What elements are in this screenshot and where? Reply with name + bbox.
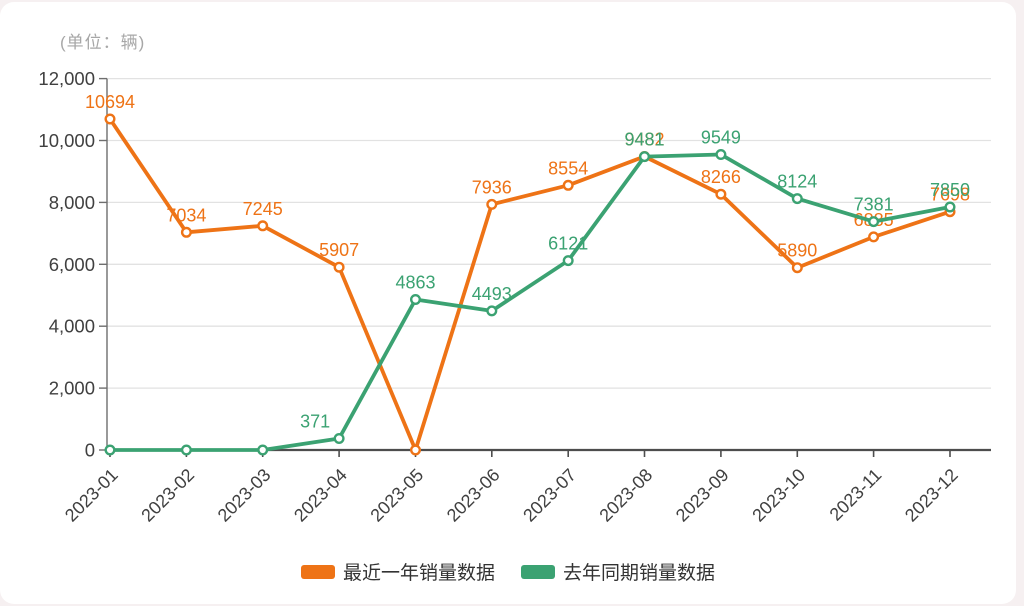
data-point-current-year[interactable] bbox=[333, 261, 345, 273]
x-tick-label: 2023-04 bbox=[290, 465, 351, 526]
data-point-current-year[interactable] bbox=[104, 113, 116, 125]
x-tick-label: 2023-01 bbox=[61, 465, 122, 526]
point-label-current-year: 7245 bbox=[243, 199, 283, 219]
data-point-last-year-same-period[interactable] bbox=[333, 433, 345, 445]
point-label-current-year: 8266 bbox=[701, 167, 741, 187]
y-tick-label: 8,000 bbox=[49, 192, 95, 213]
x-tick-label: 2023-05 bbox=[366, 465, 427, 526]
data-point-current-year[interactable] bbox=[868, 231, 880, 243]
x-tick-label: 2023-08 bbox=[595, 465, 656, 526]
point-label-current-year: 9482 bbox=[624, 130, 664, 150]
data-point-last-year-same-period[interactable] bbox=[639, 151, 651, 163]
point-label-last-year-same-period: 7850 bbox=[930, 180, 970, 200]
legend-item-last-year-same-period[interactable]: 去年同期销量数据 bbox=[521, 558, 715, 585]
data-point-last-year-same-period[interactable] bbox=[791, 193, 803, 205]
x-axis: 2023-01 2023-02 2023-03 2023-04 2023-05 2023-… bbox=[61, 448, 991, 526]
data-point-last-year-same-period[interactable] bbox=[410, 294, 422, 306]
point-label-last-year-same-period: 7381 bbox=[854, 195, 894, 215]
legend-label-current-year: 最近一年销量数据 bbox=[342, 563, 495, 584]
point-label-last-year-same-period: 4863 bbox=[395, 273, 435, 293]
data-point-last-year-same-period[interactable] bbox=[944, 201, 956, 213]
point-label-last-year-same-period: 4493 bbox=[472, 284, 512, 304]
x-tick-label: 2023-12 bbox=[901, 465, 962, 526]
x-tick-label: 2023-09 bbox=[672, 465, 733, 526]
data-point-last-year-same-period[interactable] bbox=[180, 444, 192, 456]
data-point-last-year-same-period[interactable] bbox=[715, 148, 727, 160]
x-tick-label: 2023-02 bbox=[137, 465, 198, 526]
point-label-current-year: 5890 bbox=[777, 241, 817, 261]
x-tick-label: 2023-03 bbox=[214, 465, 275, 526]
y-tick-label: 10,000 bbox=[38, 130, 95, 151]
data-point-last-year-same-period[interactable] bbox=[868, 216, 880, 228]
x-tick-label: 2023-10 bbox=[748, 465, 809, 526]
legend-swatch-last-year-same-period bbox=[521, 564, 555, 579]
point-label-last-year-same-period: 371 bbox=[300, 412, 330, 432]
point-label-current-year: 10694 bbox=[85, 92, 135, 112]
point-label-current-year: 7034 bbox=[166, 205, 206, 225]
y-tick-label: 2,000 bbox=[49, 378, 95, 399]
grid-lines bbox=[107, 77, 991, 389]
legend-item-current-year[interactable]: 最近一年销量数据 bbox=[300, 558, 495, 585]
series-line-current-year bbox=[108, 117, 952, 452]
data-point-current-year[interactable] bbox=[180, 226, 192, 238]
point-label-current-year: 8554 bbox=[548, 158, 588, 178]
x-tick-label: 2023-06 bbox=[443, 465, 504, 526]
x-tick-label: 2023-11 bbox=[826, 465, 886, 525]
data-point-current-year[interactable] bbox=[791, 262, 803, 274]
series-line-last-year-same-period bbox=[108, 152, 952, 452]
data-point-current-year[interactable] bbox=[257, 220, 269, 232]
chart-legend: 最近一年销量数据 去年同期销量数据 bbox=[0, 558, 1016, 585]
y-axis: 0 2,000 4,000 6,000 8,000 10,000 12,000 bbox=[38, 68, 108, 461]
legend-swatch-current-year bbox=[300, 564, 335, 579]
data-point-current-year[interactable] bbox=[410, 444, 422, 456]
data-point-last-year-same-period[interactable] bbox=[562, 255, 574, 267]
data-point-last-year-same-period[interactable] bbox=[257, 444, 269, 456]
data-point-last-year-same-period[interactable] bbox=[486, 305, 498, 317]
x-tick-label: 2023-07 bbox=[519, 465, 580, 526]
point-label-last-year-same-period: 9481 bbox=[624, 130, 664, 150]
point-label-last-year-same-period: 9549 bbox=[701, 128, 741, 148]
point-label-last-year-same-period: 8124 bbox=[777, 172, 817, 192]
point-label-current-year: 7698 bbox=[930, 185, 970, 205]
y-tick-label: 0 bbox=[85, 440, 95, 461]
y-tick-label: 12,000 bbox=[38, 68, 95, 89]
y-tick-label: 6,000 bbox=[49, 254, 95, 275]
sales-line-chart: 0 2,000 4,000 6,000 8,000 10,000 12,000 2023-01… bbox=[38, 68, 991, 526]
unit-note: (单位：辆) bbox=[60, 33, 146, 52]
data-point-last-year-same-period[interactable] bbox=[104, 444, 116, 456]
series-current-year: 1069470347245590779368554948282665890688… bbox=[85, 92, 970, 456]
y-tick-label: 4,000 bbox=[49, 316, 95, 337]
data-point-current-year[interactable] bbox=[715, 188, 727, 200]
point-label-current-year: 7936 bbox=[472, 177, 512, 197]
data-point-current-year[interactable] bbox=[562, 179, 574, 191]
data-point-current-year[interactable] bbox=[486, 198, 498, 210]
point-label-last-year-same-period: 6121 bbox=[548, 234, 588, 254]
legend-label-last-year-same-period: 去年同期销量数据 bbox=[563, 563, 716, 584]
series-last-year-same-period: 371 4863 4493 6121 9481 9549 8124 7381 7850 bbox=[104, 128, 970, 456]
point-label-current-year: 5907 bbox=[319, 240, 359, 260]
